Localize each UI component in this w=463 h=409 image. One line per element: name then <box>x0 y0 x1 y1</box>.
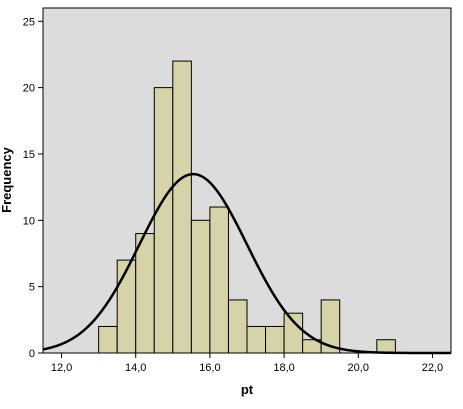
bars-layer <box>98 60 396 354</box>
y-tick-label: 25 <box>23 16 35 28</box>
x-axis-title: pt <box>241 382 254 397</box>
histogram-bar <box>376 339 396 354</box>
histogram-bar <box>116 259 137 354</box>
x-tick-label: 12,0 <box>51 362 72 374</box>
y-tick-label: 15 <box>23 149 35 161</box>
y-axis: 0 5 10 15 20 25 <box>23 16 43 360</box>
x-tick-label: 16,0 <box>199 362 220 374</box>
histogram-bar <box>153 87 174 354</box>
x-tick-label: 18,0 <box>273 362 294 374</box>
y-tick-label: 5 <box>29 282 35 294</box>
x-tick-label: 20,0 <box>348 362 369 374</box>
y-tick-label: 0 <box>29 348 35 360</box>
histogram-bar <box>246 325 267 354</box>
histogram-bar <box>209 206 229 354</box>
x-axis: 12,0 14,0 16,0 18,0 20,0 22,0 <box>51 353 443 374</box>
y-tick-label: 10 <box>23 215 35 227</box>
histogram-bar <box>98 325 118 354</box>
plot-frame <box>42 7 452 354</box>
histogram-bar <box>172 60 192 354</box>
histogram-bar <box>227 299 248 354</box>
x-tick-label: 22,0 <box>422 362 443 374</box>
histogram-bar <box>283 312 304 354</box>
y-axis-title: Frequency <box>0 146 14 213</box>
histogram-bar <box>265 325 285 354</box>
histogram-bar <box>135 233 155 354</box>
x-tick-label: 14,0 <box>125 362 146 374</box>
histogram-bar <box>190 219 211 354</box>
y-tick-label: 20 <box>23 83 35 95</box>
